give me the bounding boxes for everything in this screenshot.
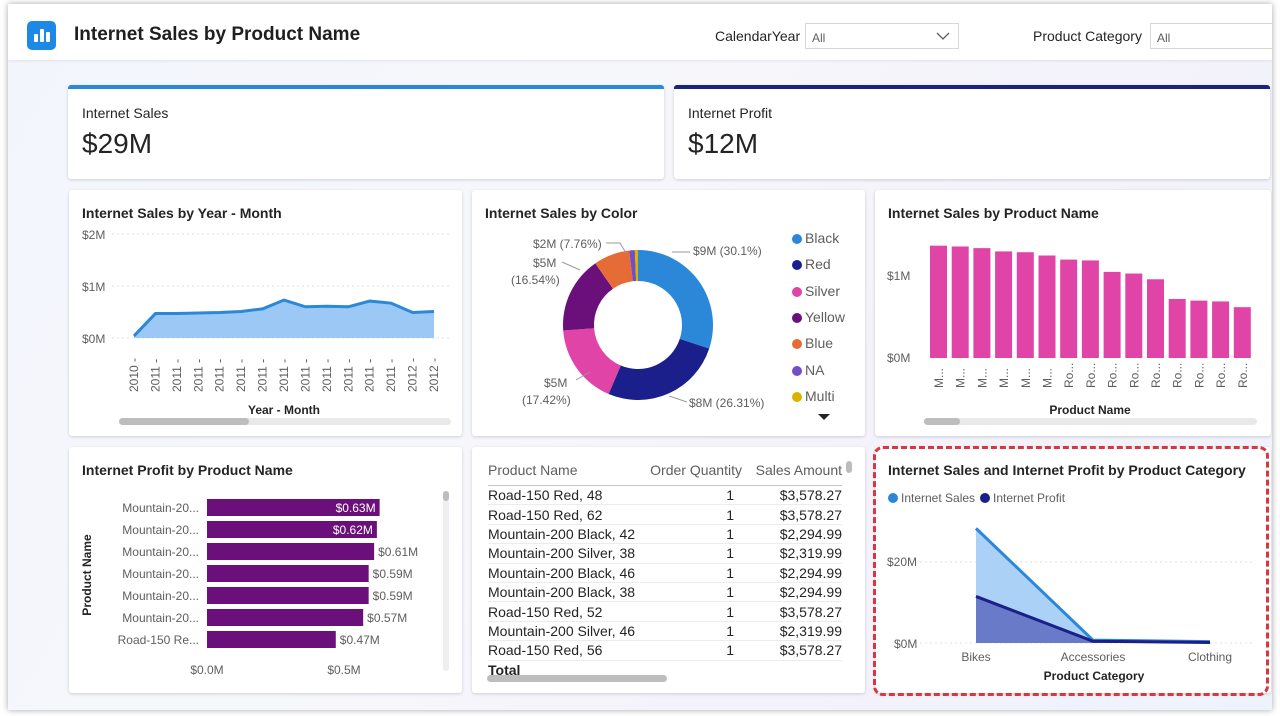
kpi-card-internet-sales[interactable]: Internet Sales $29M xyxy=(68,85,664,179)
scrollbar-thumb[interactable] xyxy=(924,418,960,425)
column-header-sales-amount[interactable]: Sales Amount xyxy=(744,455,842,486)
kpi-value: $29M xyxy=(82,128,153,159)
legend-label: NA xyxy=(805,361,825,378)
kpi-label: Internet Profit xyxy=(688,105,773,121)
cell-sales-amount: $2,294.99 xyxy=(744,582,842,603)
scrollbar-thumb[interactable] xyxy=(443,491,449,501)
table-row[interactable]: Mountain-200 Silver, 46 1 $2,319.99 xyxy=(488,621,842,642)
legend-dot xyxy=(792,391,802,402)
highlight-box xyxy=(873,446,1269,696)
cell-product-name: Road-150 Red, 52 xyxy=(488,601,638,622)
kpi-value: $12M xyxy=(688,128,759,159)
legend-item-black[interactable]: Black xyxy=(792,230,839,246)
horizontal-scrollbar[interactable] xyxy=(924,418,1257,425)
legend-dot xyxy=(792,339,802,350)
cell-product-name: Road-150 Red, 62 xyxy=(488,504,638,525)
cell-sales-amount: $3,578.27 xyxy=(744,485,842,506)
legend-label: Silver xyxy=(805,282,841,299)
chart-title: Internet Sales by Year - Month xyxy=(82,205,282,221)
kpi-label: Internet Sales xyxy=(82,105,169,121)
page-title: Internet Sales by Product Name xyxy=(74,24,361,45)
calendar-year-filter-label: CalendarYear xyxy=(715,28,801,44)
cell-order-quantity: 1 xyxy=(638,582,744,603)
vertical-scrollbar-thumb[interactable] xyxy=(846,461,852,473)
legend-dot xyxy=(792,286,802,297)
cell-product-name: Mountain-200 Silver, 38 xyxy=(488,543,638,564)
cell-order-quantity: 1 xyxy=(638,504,744,525)
chart-title: Internet Sales and Internet Profit by Pr… xyxy=(888,462,1246,478)
cell-sales-amount: $3,578.27 xyxy=(744,601,842,622)
kpi-accent-bar xyxy=(68,85,664,89)
table-row[interactable]: Mountain-200 Black, 42 1 $2,294.99 xyxy=(488,524,842,545)
table-row[interactable]: Road-150 Red, 48 1 $3,578.27 xyxy=(488,485,842,506)
cell-product-name: Mountain-200 Black, 42 xyxy=(488,524,638,545)
legend-label: Blue xyxy=(805,335,834,352)
chart-card-sales-by-month[interactable]: Internet Sales by Year - Month xyxy=(69,190,462,436)
cell-sales-amount: $2,294.99 xyxy=(744,524,842,545)
product-category-filter-label: Product Category xyxy=(1033,28,1142,44)
horizontal-scrollbar[interactable] xyxy=(119,418,451,425)
table-row[interactable]: Road-150 Red, 62 1 $3,578.27 xyxy=(488,504,842,525)
legend-item-silver[interactable]: Silver xyxy=(792,283,840,299)
legend-item-red[interactable]: Red xyxy=(792,256,831,272)
product-category-dropdown[interactable]: All xyxy=(1150,23,1272,49)
calendar-year-selected-value: All xyxy=(812,31,826,45)
cell-sales-amount: $3,578.27 xyxy=(744,504,842,525)
cell-sales-amount: $2,294.99 xyxy=(744,563,842,583)
legend-dot xyxy=(792,234,802,244)
column-header-order-quantity[interactable]: Order Quantity xyxy=(638,455,744,486)
bar-chart-logo-icon xyxy=(27,21,56,50)
cell-product-name: Mountain-200 Silver, 46 xyxy=(488,621,638,642)
table-row[interactable]: Road-150 Red, 52 1 $3,578.27 xyxy=(488,601,842,622)
legend-item-na[interactable]: NA xyxy=(792,362,824,378)
cell-product-name: Mountain-200 Black, 38 xyxy=(488,582,638,603)
product-sales-table: Product Name Order Quantity Sales Amount… xyxy=(488,455,842,679)
legend-dot xyxy=(792,365,802,376)
cell-order-quantity: 1 xyxy=(638,524,744,545)
chart-title: Internet Sales by Product Name xyxy=(888,205,1099,221)
cell-product-name: Road-150 Red, 56 xyxy=(488,640,638,661)
cell-order-quantity: 1 xyxy=(638,485,744,506)
chart-card-profit-by-product[interactable]: Internet Profit by Product Name xyxy=(69,447,462,693)
table-row[interactable]: Mountain-200 Black, 38 1 $2,294.99 xyxy=(488,582,842,603)
legend-item-yellow[interactable]: Yellow xyxy=(792,309,845,325)
legend-item-blue[interactable]: Blue xyxy=(792,335,833,351)
chart-title: Internet Sales by Color xyxy=(485,205,638,221)
table-row[interactable]: Mountain-200 Silver, 38 1 $2,319.99 xyxy=(488,543,842,564)
chart-card-sales-by-product[interactable]: Internet Sales by Product Name xyxy=(875,190,1271,436)
table-row[interactable]: Mountain-200 Black, 46 1 $2,294.99 xyxy=(488,563,842,583)
legend-label: Black xyxy=(805,230,840,246)
cell-sales-amount: $3,578.27 xyxy=(744,640,842,661)
report-header: Internet Sales by Product Name CalendarY… xyxy=(8,4,1272,60)
cell-sales-amount: $2,319.99 xyxy=(744,543,842,564)
kpi-accent-bar xyxy=(674,85,1270,89)
legend-label: Red xyxy=(805,256,831,273)
legend-item-multi[interactable]: Multi xyxy=(792,388,835,404)
calendar-year-dropdown[interactable]: All xyxy=(805,23,959,49)
cell-product-name: Mountain-200 Black, 46 xyxy=(488,563,638,583)
scrollbar-thumb[interactable] xyxy=(119,418,249,425)
cell-product-name: Road-150 Red, 48 xyxy=(488,485,638,506)
cell-order-quantity: 1 xyxy=(638,563,744,583)
legend-label: Multi xyxy=(805,387,835,404)
column-header-product-name[interactable]: Product Name xyxy=(488,455,638,486)
chevron-down-icon xyxy=(936,32,950,40)
cell-order-quantity: 1 xyxy=(638,621,744,642)
table-total-label: Total xyxy=(488,659,638,679)
table-row[interactable]: Road-150 Red, 56 1 $3,578.27 xyxy=(488,640,842,661)
cell-order-quantity: 1 xyxy=(638,601,744,622)
legend-dot xyxy=(792,260,802,271)
chart-title: Internet Profit by Product Name xyxy=(82,462,293,478)
vertical-scrollbar[interactable] xyxy=(443,491,449,671)
product-category-selected-value: All xyxy=(1157,31,1171,45)
legend-dot xyxy=(792,312,802,323)
cell-sales-amount: $2,319.99 xyxy=(744,621,842,642)
kpi-card-internet-profit[interactable]: Internet Profit $12M xyxy=(674,85,1270,179)
cell-order-quantity: 1 xyxy=(638,640,744,661)
legend-label: Yellow xyxy=(805,308,845,325)
cell-order-quantity: 1 xyxy=(638,543,744,564)
